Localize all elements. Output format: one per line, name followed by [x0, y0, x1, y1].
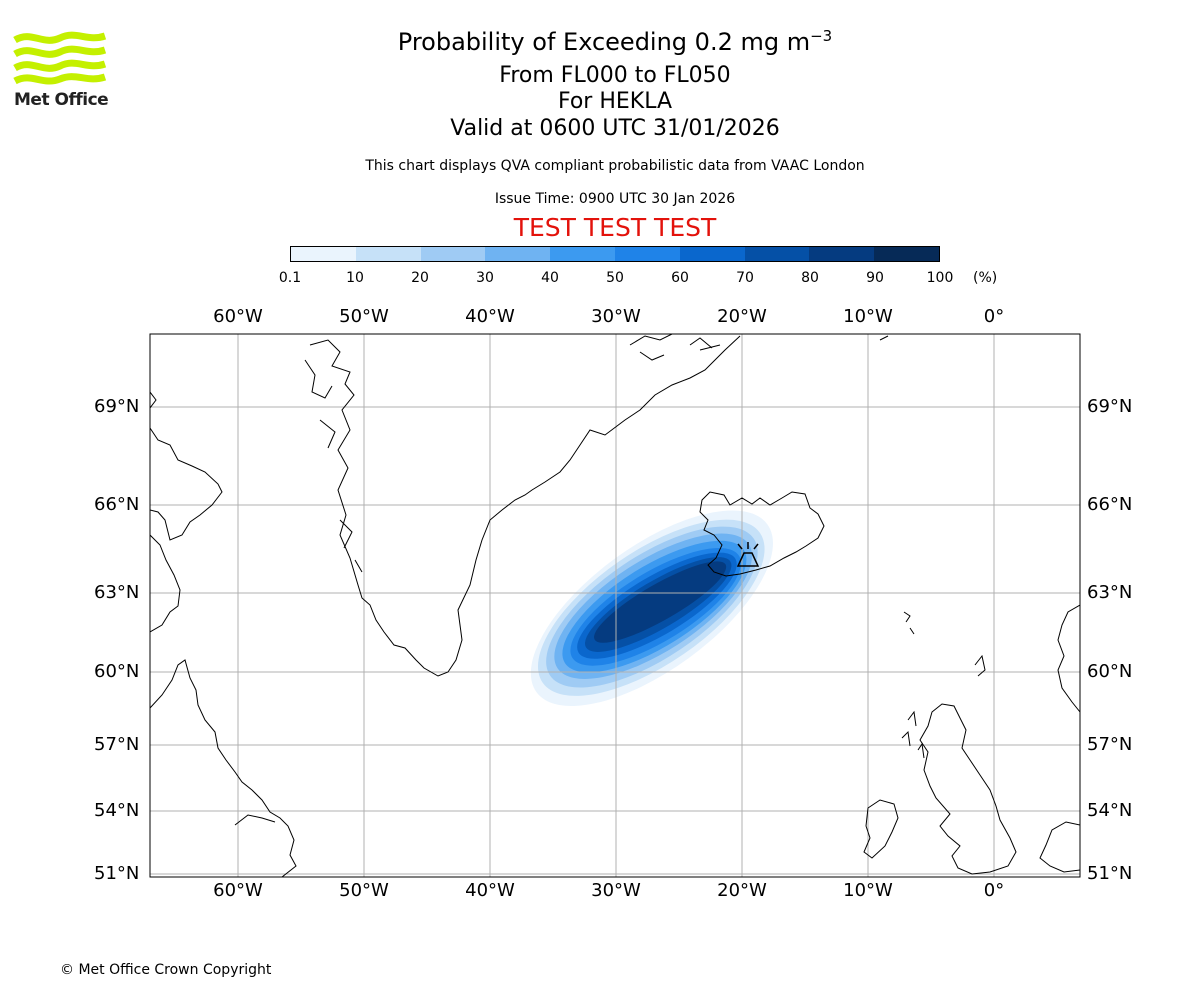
colorbar-tick-label: 80 — [801, 270, 819, 286]
lon-label-bottom: 10°W — [843, 880, 893, 901]
valid-time: Valid at 0600 UTC 31/01/2026 — [450, 116, 780, 141]
coastline-greenland-fjords — [304, 359, 363, 573]
colorbar-tick-label: 30 — [476, 270, 494, 286]
plume-contour-80-90 — [594, 561, 727, 643]
lat-label-right: 57°N — [1087, 734, 1133, 755]
chart-description: This chart displays QVA compliant probab… — [365, 158, 865, 174]
lat-label-left: 51°N — [94, 863, 140, 884]
lon-label-top: 40°W — [465, 306, 515, 327]
lon-label-bottom: 40°W — [465, 880, 515, 901]
coastline-greenland — [309, 335, 741, 677]
colorbar-tick-label: 0.1 — [278, 270, 302, 286]
coastline-norway — [1057, 604, 1080, 713]
lat-label-right: 54°N — [1087, 800, 1133, 821]
colorbar-tick-label: 40 — [541, 270, 559, 286]
coastline-hebrides — [901, 710, 925, 759]
lat-label-left: 60°N — [94, 661, 140, 682]
lon-label-top: 50°W — [339, 306, 389, 327]
colorbar-segment — [809, 247, 875, 261]
coastlines — [150, 334, 1080, 877]
lon-label-bottom: 0° — [983, 880, 1005, 901]
copyright: © Met Office Crown Copyright — [60, 962, 272, 978]
lat-label-right: 60°N — [1087, 661, 1133, 682]
chart-title: Probability of Exceeding 0.2 mg m−3 — [0, 27, 1200, 56]
lon-label-top: 20°W — [717, 306, 767, 327]
coastline-great-britain — [919, 703, 1017, 875]
issue-time: Issue Time: 0900 UTC 30 Jan 2026 — [494, 191, 736, 207]
title-main: Probability of Exceeding 0.2 mg m — [397, 28, 811, 56]
colorbar-tick-label: 70 — [736, 270, 754, 286]
lat-label-left: 57°N — [94, 734, 140, 755]
lat-label-left: 66°N — [94, 494, 140, 515]
colorbar-segment — [355, 247, 421, 261]
coastline-greenland-north — [629, 334, 721, 361]
coastline-faroes — [903, 611, 915, 635]
flight-level-range: From FL000 to FL050 — [499, 63, 731, 88]
colorbar-segment — [614, 247, 680, 261]
lon-label-top: 60°W — [213, 306, 263, 327]
volcano-name: For HEKLA — [557, 89, 673, 114]
volcano-icon — [736, 542, 760, 567]
coastline-iceland — [699, 491, 825, 577]
title-exponent: −3 — [810, 27, 833, 45]
coastline-shetland — [974, 654, 986, 677]
coastline-continent — [1039, 821, 1080, 873]
lat-label-left: 69°N — [94, 396, 140, 417]
map-frame — [149, 333, 1081, 878]
colorbar-segment — [420, 247, 486, 261]
met-office-logo: Met Office — [12, 28, 112, 118]
colorbar-segment — [744, 247, 810, 261]
colorbar-tick-label: 20 — [411, 270, 429, 286]
met-office-waves-icon — [13, 31, 107, 85]
coastline-ireland — [863, 799, 899, 859]
graticule — [150, 334, 1080, 877]
lat-label-right: 66°N — [1087, 494, 1133, 515]
colorbar-segment — [291, 247, 356, 261]
coastline-labrador — [150, 659, 297, 877]
lon-label-bottom: 30°W — [591, 880, 641, 901]
colorbar-segment — [485, 247, 551, 261]
colorbar-tick-label: 100 — [926, 270, 954, 286]
coastline-jan-mayen — [879, 335, 889, 341]
lat-label-right: 51°N — [1087, 863, 1133, 884]
lon-label-bottom: 20°W — [717, 880, 767, 901]
test-banner: TEST TEST TEST — [513, 213, 717, 242]
lon-label-top: 30°W — [591, 306, 641, 327]
colorbar-segment — [679, 247, 745, 261]
lat-label-right: 63°N — [1087, 582, 1133, 603]
colorbar-segment — [874, 247, 939, 261]
colorbar — [290, 246, 940, 262]
lon-label-top: 10°W — [843, 306, 893, 327]
coastline-baffin — [150, 391, 223, 633]
lat-label-left: 63°N — [94, 582, 140, 603]
ash-plume — [530, 510, 773, 707]
lat-label-left: 54°N — [94, 800, 140, 821]
colorbar-tick-label: 60 — [671, 270, 689, 286]
colorbar-segment — [550, 247, 615, 261]
colorbar-tick-label: 10 — [346, 270, 364, 286]
colorbar-tick-label: 50 — [606, 270, 624, 286]
lon-label-bottom: 50°W — [339, 880, 389, 901]
colorbar-tick-label: 90 — [866, 270, 884, 286]
lon-label-bottom: 60°W — [213, 880, 263, 901]
lon-label-top: 0° — [983, 306, 1005, 327]
logo-text: Met Office — [14, 90, 109, 110]
lat-label-right: 69°N — [1087, 396, 1133, 417]
colorbar-unit: (%) — [973, 270, 998, 286]
